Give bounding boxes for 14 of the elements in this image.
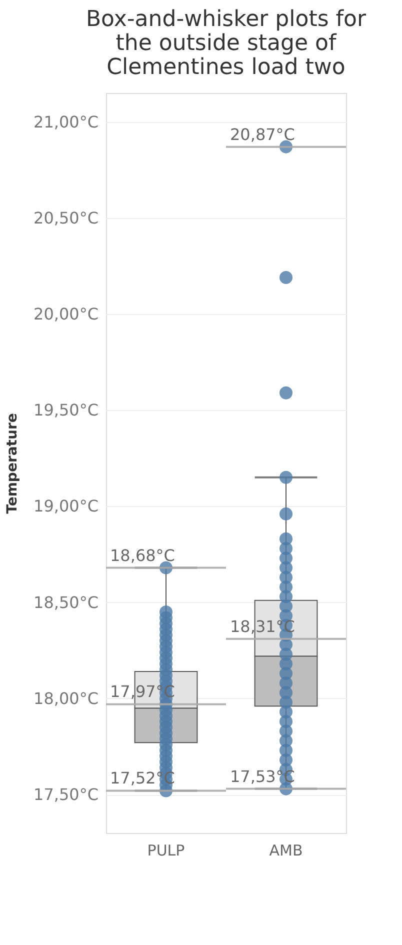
x-tick-label: AMB	[269, 842, 303, 860]
y-tick-label: 18,50°C	[34, 592, 98, 612]
y-axis-title: Temperature	[4, 413, 21, 514]
y-tick-label: 19,50°C	[34, 400, 98, 420]
chart-title: Box-and-whisker plots for the outside stage of Clementines load two	[86, 7, 367, 80]
annotation: 20,87°C	[230, 124, 295, 144]
annotation: 18,68°C	[110, 546, 175, 565]
y-tick-label: 21,00°C	[34, 112, 98, 132]
x-tick-label: PULP	[147, 842, 185, 860]
y-tick-label: 19,00°C	[34, 496, 98, 516]
y-tick-label: 20,00°C	[34, 304, 98, 324]
y-tick-label: 20,50°C	[34, 208, 98, 228]
y-tick-label: 18,00°C	[34, 688, 98, 708]
y-tick-label: 17,50°C	[34, 785, 98, 804]
